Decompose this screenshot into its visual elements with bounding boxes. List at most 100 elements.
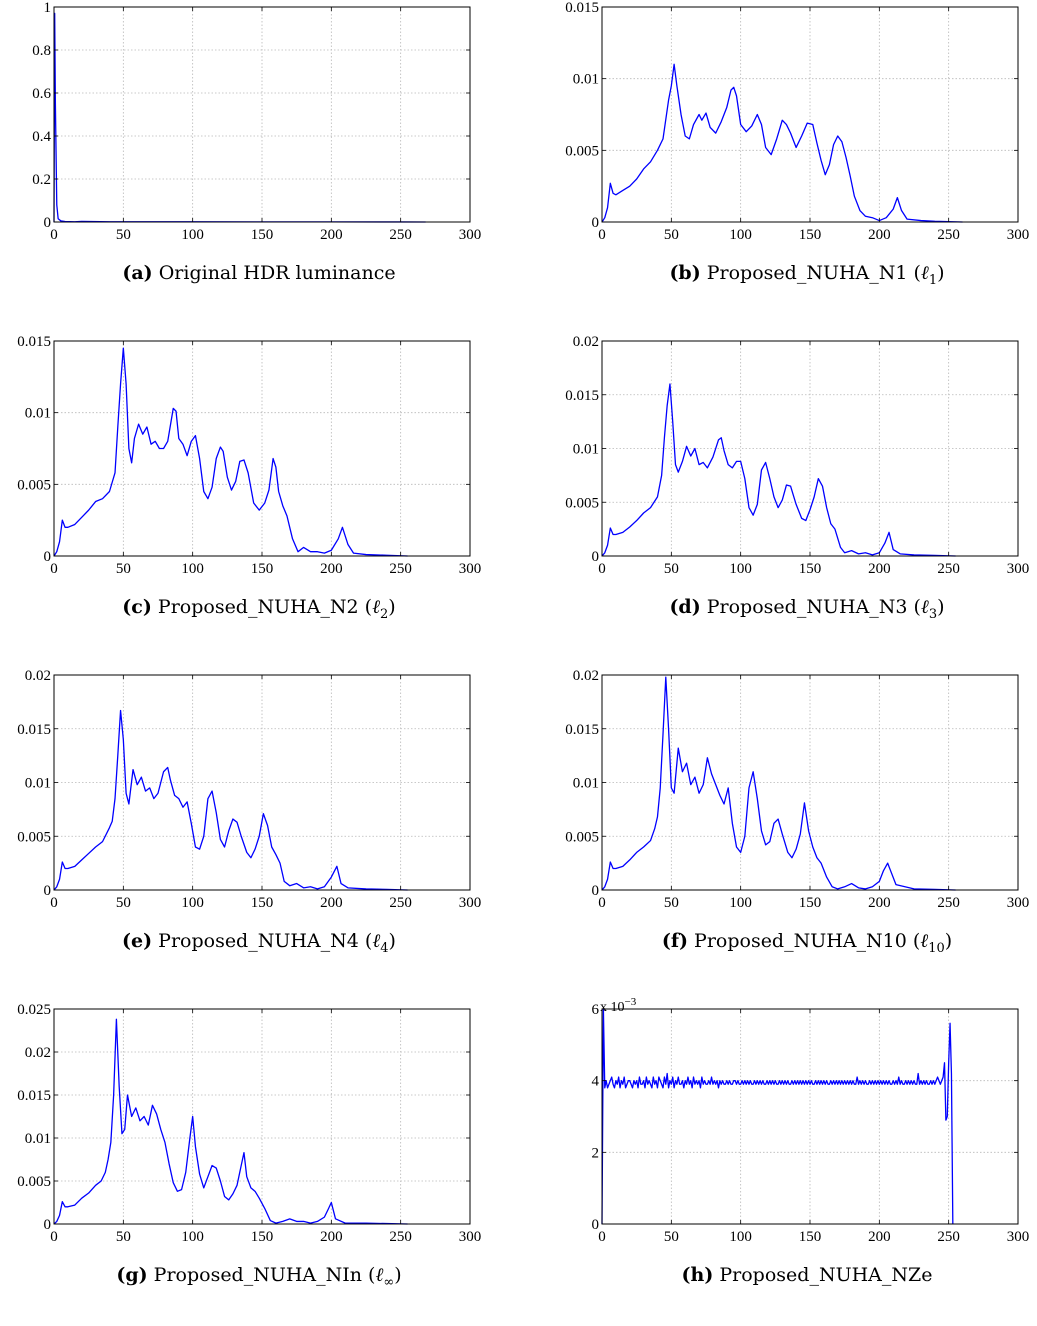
caption-norm-symbol: ℓ bbox=[920, 930, 929, 952]
chart-caption: (d) Proposed_NUHA_N3 (ℓ3) bbox=[548, 596, 1037, 622]
x-tick-label: 150 bbox=[251, 561, 274, 577]
series-line bbox=[601, 383, 956, 557]
x-tick-label: 250 bbox=[937, 227, 960, 243]
x-tick-label: 0 bbox=[598, 895, 606, 911]
caption-norm-subscript: 2 bbox=[380, 606, 389, 622]
caption-text: Original HDR luminance bbox=[158, 262, 396, 284]
caption-norm-symbol: ℓ bbox=[920, 596, 929, 618]
x-tick-label: 300 bbox=[1007, 561, 1030, 577]
caption-text: Proposed_NUHA_N2 ( bbox=[157, 596, 373, 618]
series-line bbox=[601, 1008, 954, 1225]
x-tick-label: 150 bbox=[799, 227, 822, 243]
y-tick-label: 0.02 bbox=[573, 668, 599, 684]
caption-text: Proposed_NUHA_N10 ( bbox=[694, 930, 921, 952]
x-tick-label: 250 bbox=[389, 227, 412, 243]
chart-svg: 0 50 100 150 200 250 300 0 0.005 0.01 0.015 0.02 bbox=[565, 334, 1030, 577]
y-tick-label: 0 bbox=[44, 549, 52, 565]
chart-svg: 0 50 100 150 200 250 300 0 0.005 0.01 0.015 0.02 bbox=[17, 668, 482, 911]
y-tick-label: 0.015 bbox=[565, 0, 599, 16]
y-tick-label: 0.015 bbox=[565, 722, 599, 738]
y-tick-label: 4 bbox=[592, 1074, 600, 1090]
caption-norm-subscript: 10 bbox=[928, 940, 945, 956]
y-tick-label: 0.005 bbox=[17, 829, 51, 845]
chart-svg: 0 50 100 150 200 250 300 0 0.005 0.01 0.015 0.02 bbox=[565, 668, 1030, 911]
x-tick-label: 100 bbox=[181, 1229, 204, 1245]
caption-tail: ) bbox=[944, 930, 953, 952]
y-tick-label: 0.005 bbox=[17, 477, 51, 493]
y-tick-label: 0.6 bbox=[32, 86, 51, 102]
chart-svg: 0 50 100 150 200 250 300 0 0.2 0.4 0.6 0.8 1 bbox=[32, 0, 481, 243]
chart-panel-a: 0 50 100 150 200 250 300 0 0.2 0.4 0.6 0.8 1 (a) Orig… bbox=[0, 0, 518, 324]
x-tick-label: 150 bbox=[251, 1229, 274, 1245]
caption-norm-symbol: ℓ bbox=[372, 930, 381, 952]
chart-caption: (a) Original HDR luminance bbox=[0, 262, 518, 284]
chart-caption: (e) Proposed_NUHA_N4 (ℓ4) bbox=[0, 930, 518, 956]
x-tick-label: 0 bbox=[50, 1229, 58, 1245]
chart-caption: (g) Proposed_NUHA_NIn (ℓ∞) bbox=[0, 1264, 518, 1290]
y-tick-label: 0 bbox=[44, 883, 52, 899]
y-tick-label: 0 bbox=[44, 1217, 52, 1233]
y-tick-label: 0 bbox=[592, 215, 600, 231]
caption-letter: (c) bbox=[122, 596, 152, 618]
x-tick-label: 150 bbox=[251, 895, 274, 911]
y-tick-label: 0.01 bbox=[573, 776, 599, 792]
chart-panel-h: 0 50 100 150 200 250 300 0 2 4 6 x 10−3 (h) Proposed… bbox=[548, 996, 1037, 1326]
caption-norm-symbol: ℓ bbox=[375, 1264, 384, 1286]
y-tick-label: 0.005 bbox=[17, 1174, 51, 1190]
x-tick-label: 150 bbox=[251, 227, 274, 243]
caption-letter: (a) bbox=[122, 262, 153, 284]
x-tick-label: 0 bbox=[598, 1229, 606, 1245]
y-tick-label: 0.01 bbox=[25, 406, 51, 422]
x-tick-label: 200 bbox=[320, 561, 343, 577]
y-tick-label: 0.02 bbox=[25, 1045, 51, 1061]
chart-caption: (b) Proposed_NUHA_N1 (ℓ1) bbox=[548, 262, 1037, 288]
caption-tail: ) bbox=[388, 930, 396, 952]
caption-text: Proposed_NUHA_N4 ( bbox=[158, 930, 373, 952]
x-tick-label: 50 bbox=[116, 227, 131, 243]
x-tick-label: 50 bbox=[664, 561, 679, 577]
x-tick-label: 300 bbox=[459, 1229, 482, 1245]
x-tick-label: 300 bbox=[1007, 227, 1030, 243]
y-tick-label: 0.02 bbox=[25, 668, 51, 684]
x-tick-label: 300 bbox=[1007, 895, 1030, 911]
chart-panel-f: 0 50 100 150 200 250 300 0 0.005 0.01 0.015 0.02 (f)… bbox=[548, 668, 1037, 992]
chart-panel-d: 0 50 100 150 200 250 300 0 0.005 0.01 0.015 0.02 (d)… bbox=[548, 334, 1037, 658]
x-tick-label: 0 bbox=[598, 227, 606, 243]
series-line bbox=[601, 63, 963, 223]
x-tick-label: 50 bbox=[116, 1229, 131, 1245]
y-tick-label: 6 bbox=[592, 1002, 600, 1018]
chart-svg: 0 50 100 150 200 250 300 0 0.005 0.01 0.015 0.02 0.0… bbox=[17, 1002, 482, 1245]
x-tick-label: 300 bbox=[459, 895, 482, 911]
x-tick-label: 250 bbox=[389, 895, 412, 911]
x-tick-label: 50 bbox=[116, 561, 131, 577]
x-tick-label: 250 bbox=[389, 1229, 412, 1245]
y-tick-label: 0.01 bbox=[25, 1131, 51, 1147]
caption-letter: (d) bbox=[669, 596, 701, 618]
y-tick-label: 1 bbox=[44, 0, 52, 16]
y-tick-label: 0.01 bbox=[573, 442, 599, 458]
caption-tail: ) bbox=[937, 596, 945, 618]
figure-grid: 0 50 100 150 200 250 300 0 0.2 0.4 0.6 0.8 1 (a) Orig… bbox=[0, 0, 1037, 1290]
y-multiplier-label: x 10−3 bbox=[600, 996, 637, 1015]
x-tick-label: 100 bbox=[729, 561, 752, 577]
chart-svg: 0 50 100 150 200 250 300 0 0.005 0.01 0.015 bbox=[17, 334, 481, 577]
caption-letter: (h) bbox=[681, 1264, 714, 1286]
series-line bbox=[601, 676, 956, 891]
x-tick-label: 50 bbox=[116, 895, 131, 911]
x-tick-label: 100 bbox=[181, 895, 204, 911]
caption-tail: ) bbox=[937, 262, 945, 284]
x-tick-label: 0 bbox=[50, 561, 58, 577]
series-line bbox=[53, 1018, 408, 1225]
y-tick-label: 0 bbox=[592, 549, 600, 565]
caption-norm-subscript: 1 bbox=[928, 272, 938, 288]
x-tick-label: 150 bbox=[799, 1229, 822, 1245]
x-tick-label: 250 bbox=[937, 561, 960, 577]
caption-norm-symbol: ℓ bbox=[372, 596, 380, 618]
caption-letter: (e) bbox=[122, 930, 153, 952]
x-tick-label: 0 bbox=[598, 561, 606, 577]
x-tick-label: 50 bbox=[664, 895, 679, 911]
caption-text: Proposed_NUHA_NZe bbox=[719, 1264, 933, 1286]
caption-norm-subscript: ∞ bbox=[383, 1274, 395, 1290]
x-tick-label: 50 bbox=[664, 227, 679, 243]
caption-letter: (f) bbox=[661, 930, 688, 952]
